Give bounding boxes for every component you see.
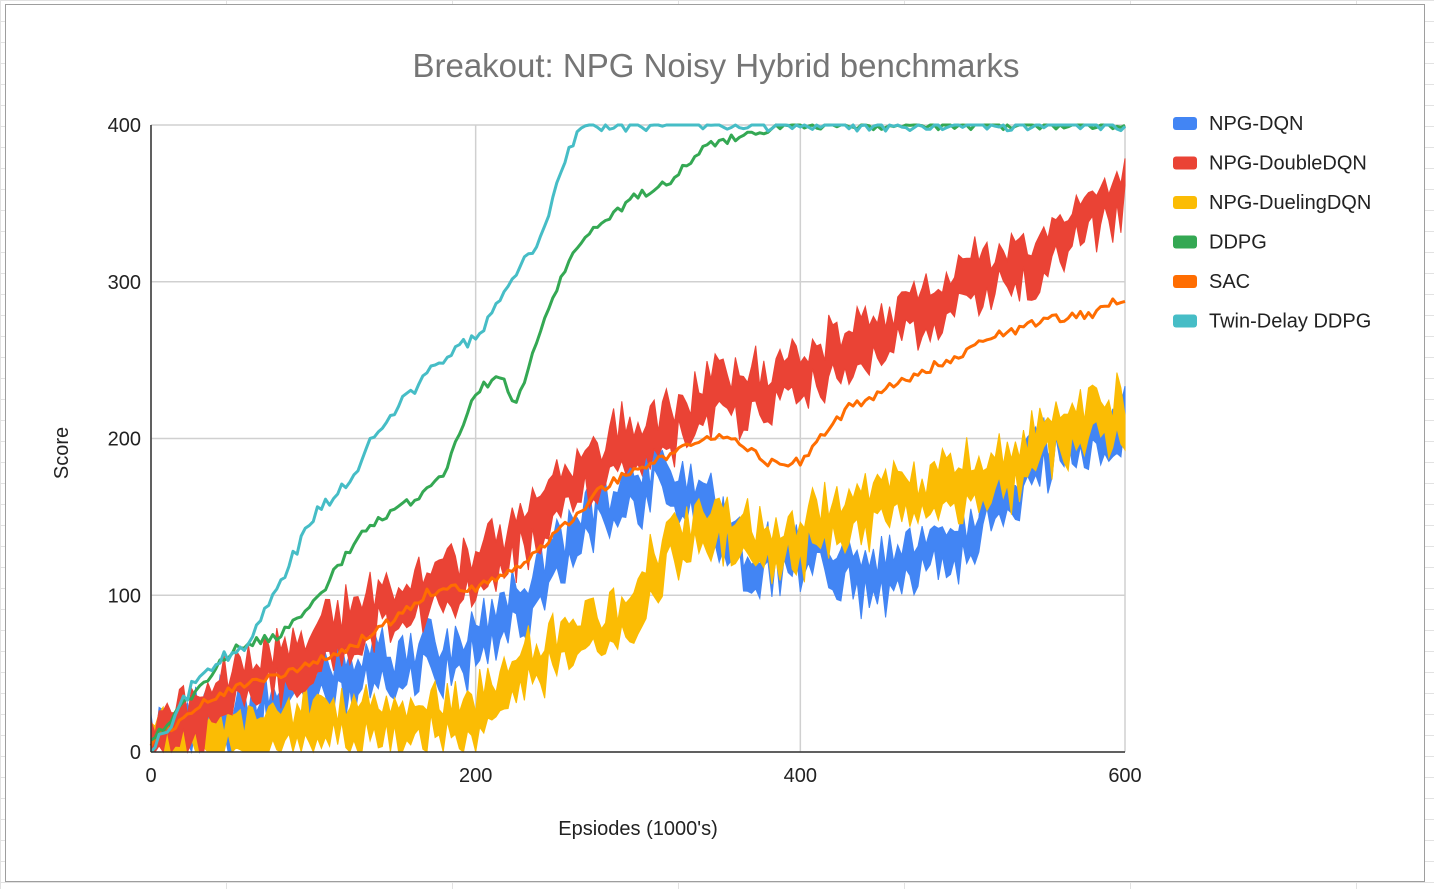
legend-item: NPG-DQN <box>1173 113 1303 135</box>
legend-swatch <box>1173 117 1197 130</box>
chart-title: Breakout: NPG Noisy Hybrid benchmarks <box>412 47 1019 84</box>
y-tick-label: 200 <box>108 429 141 451</box>
legend-swatch <box>1173 196 1197 209</box>
legend-swatch <box>1173 235 1197 249</box>
y-tick-label: 300 <box>108 272 141 294</box>
series-band-npg-doubledqn <box>150 158 1126 754</box>
legend-label: Twin-Delay DDPG <box>1209 311 1371 333</box>
legend-label: NPG-DuelingDQN <box>1209 192 1371 214</box>
legend-label: NPG-DQN <box>1209 113 1303 135</box>
y-tick-label: 0 <box>130 742 141 764</box>
x-tick-label: 200 <box>459 765 492 787</box>
legend-label: NPG-DoubleDQN <box>1209 153 1367 175</box>
y-axis-label: Score <box>51 427 73 479</box>
series-line-sac <box>149 297 1126 747</box>
x-tick-label: 0 <box>145 765 156 787</box>
legend: NPG-DQN NPG-DoubleDQN NPG-DuelingDQN DDPG SA… <box>1173 113 1371 333</box>
y-tick-label: 100 <box>108 585 141 607</box>
legend-item: DDPG <box>1173 232 1267 254</box>
legend-item: SAC <box>1173 271 1250 293</box>
legend-item: NPG-DuelingDQN <box>1173 192 1371 214</box>
legend-swatch <box>1173 275 1197 288</box>
series-line-ddpg <box>150 123 1126 742</box>
chart-canvas: Breakout: NPG Noisy Hybrid benchmarks 0 1… <box>51 47 1371 840</box>
series-line-twin-delay-ddpg <box>149 123 1127 753</box>
x-tick-label: 400 <box>784 765 817 787</box>
axes <box>150 125 1125 753</box>
chart-frame: Breakout: NPG Noisy Hybrid benchmarks 0 1… <box>5 4 1425 882</box>
legend-swatch <box>1173 314 1197 328</box>
series-band-npg-duelingdqn <box>150 372 1126 754</box>
legend-label: SAC <box>1209 271 1250 293</box>
legend-swatch <box>1173 156 1197 170</box>
legend-label: DDPG <box>1209 232 1267 254</box>
legend-item: NPG-DoubleDQN <box>1173 153 1367 175</box>
y-tick-label: 400 <box>108 115 141 137</box>
series-layer <box>149 123 1127 754</box>
x-axis-label: Epsiodes (1000's) <box>558 818 717 840</box>
legend-item: Twin-Delay DDPG <box>1173 311 1371 333</box>
tick-labels: 0 100 200 300 400 0 200 400 600 <box>108 115 1142 787</box>
x-tick-label: 600 <box>1108 765 1141 787</box>
